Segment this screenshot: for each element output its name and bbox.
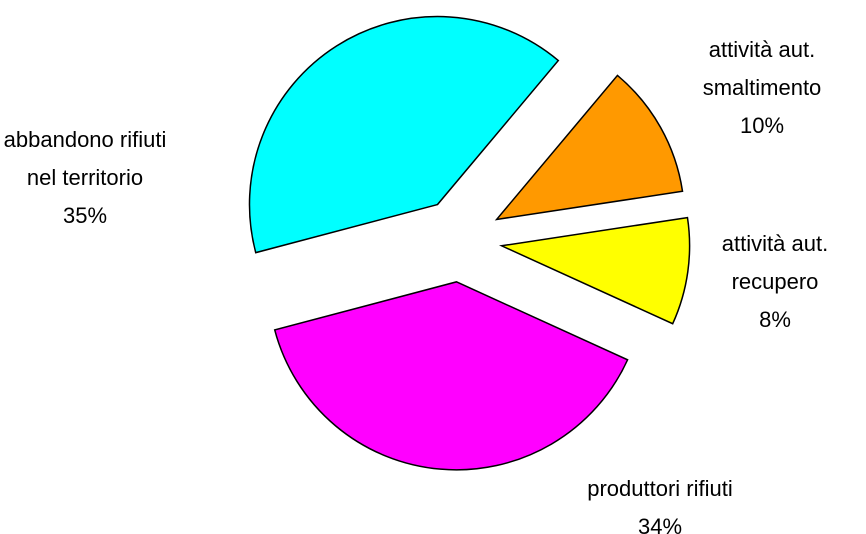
pie-slice: [498, 216, 691, 325]
value-label: 10%: [739, 113, 785, 138]
slice-label: attività aut. recupero 8%: [690, 225, 860, 339]
category-label: abbandono rifiuti nel territorio: [3, 127, 167, 190]
pie-slice: [273, 281, 629, 471]
slice-label: attività aut. smaltimento 10%: [672, 31, 852, 145]
slice-label: produttori rifiuti 34%: [540, 470, 780, 534]
category-label: produttori rifiuti: [587, 476, 733, 501]
slice-label: abbandono rifiuti nel territorio 35%: [0, 121, 170, 235]
pie-slice: [248, 15, 560, 254]
category-label: attività aut. smaltimento: [702, 37, 822, 100]
category-label: attività aut. recupero: [721, 231, 829, 294]
value-label: 8%: [759, 307, 791, 332]
value-label: 35%: [62, 203, 108, 228]
pie-slice: [494, 74, 684, 221]
value-label: 34%: [637, 514, 683, 534]
